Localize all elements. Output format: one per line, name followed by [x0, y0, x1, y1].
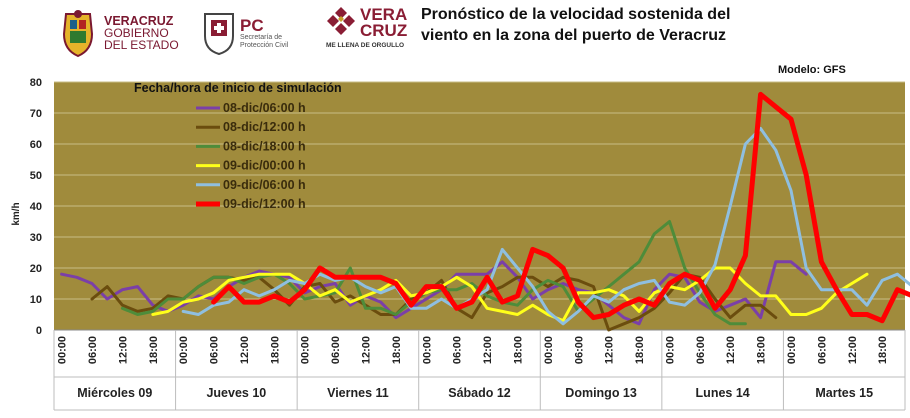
x-tick-label: 12:00	[117, 336, 129, 364]
x-tick-label: 12:00	[239, 336, 251, 364]
x-tick-label: 00:00	[786, 336, 798, 364]
day-label: Domingo 13	[565, 386, 637, 400]
logo-vc-tagline: ME LLENA DE ORGULLO	[326, 42, 405, 49]
logo-veracruz-line2: GOBIERNO	[104, 26, 169, 41]
logo-veracruz-orgullo: VERA CRUZ ME LLENA DE ORGULLO	[326, 6, 407, 60]
x-tick-label: 18:00	[269, 336, 281, 364]
x-tick-label: 18:00	[634, 336, 646, 364]
x-tick-label: 00:00	[178, 336, 190, 364]
x-tick-label: 06:00	[330, 336, 342, 364]
x-tick-label: 00:00	[421, 336, 433, 364]
x-tick-label: 12:00	[725, 336, 737, 364]
coat-of-arms-icon	[62, 10, 94, 58]
x-tick-label: 18:00	[391, 336, 403, 364]
y-tick-label: 50	[30, 170, 42, 182]
logo-pc-subtitle2: Protección Civil	[240, 41, 289, 49]
day-label: Sábado 12	[448, 386, 511, 400]
chart-title-line1: Pronóstico de la velocidad sostenida del	[421, 6, 731, 23]
model-label: Modelo: GFS	[778, 64, 846, 76]
x-tick-label: 06:00	[452, 336, 464, 364]
y-tick-label: 20	[30, 263, 42, 275]
logo-vc-line1: VERA	[360, 5, 408, 24]
day-label: Martes 15	[815, 386, 873, 400]
logo-pc-title: PC	[240, 15, 264, 35]
x-tick-label: 06:00	[816, 336, 828, 364]
series-line-6	[211, 91, 910, 324]
legend-label: 09-dic/12:00 h	[223, 197, 306, 211]
x-tick-label: 18:00	[148, 336, 160, 364]
pattern-icon	[327, 7, 355, 35]
y-axis: 0 10 20 30 40 50 60 70 80	[30, 77, 42, 337]
logo-veracruz-gobierno: VERACRUZ GOBIERNO DEL ESTADO	[58, 6, 179, 60]
legend-label: 08-dic/18:00 h	[223, 139, 306, 153]
logo-veracruz-line1: VERACRUZ	[104, 13, 174, 28]
y-tick-label: 30	[30, 232, 42, 244]
chart-title-line2: viento en la zona del puerto de Veracruz	[421, 27, 726, 44]
x-tick-label: 12:00	[604, 336, 616, 364]
x-tick-label: 00:00	[664, 336, 676, 364]
series-lines	[60, 91, 910, 332]
chart-title: Pronóstico de la velocidad sostenida del…	[421, 4, 730, 46]
legend-label: 08-dic/06:00 h	[223, 101, 306, 115]
x-tick-label: 12:00	[847, 336, 859, 364]
x-tick-label: 12:00	[361, 336, 373, 364]
legend-title: Fecha/hora de inicio de simulación	[134, 81, 342, 95]
logo-vc-line2: CRUZ	[360, 21, 408, 40]
x-tick-label: 06:00	[573, 336, 585, 364]
shield-icon	[204, 13, 234, 56]
y-tick-label: 40	[30, 201, 42, 213]
day-label: Viernes 11	[327, 386, 389, 400]
day-label: Lunes 14	[696, 386, 750, 400]
series-line-5	[181, 127, 910, 326]
legend-label: 09-dic/00:00 h	[223, 159, 306, 173]
series-line-4	[151, 266, 869, 323]
x-tick-label: 00:00	[300, 336, 312, 364]
x-axis: 00:00 06:00 12:00 18:00 00:00 06:00 12:00 18:00…	[53, 329, 906, 411]
x-tick-label: 06:00	[695, 336, 707, 364]
x-tick-label: 12:00	[482, 336, 494, 364]
x-tick-label: 18:00	[756, 336, 768, 364]
x-tick-label: 18:00	[877, 336, 889, 364]
x-tick-label: 00:00	[57, 336, 69, 364]
legend-label: 08-dic/12:00 h	[223, 120, 306, 134]
logo-proteccion-civil: PC Secretaría de Protección Civil	[202, 6, 288, 60]
logo-pc-subtitle1: Secretaría de	[240, 33, 283, 41]
x-tick-label: 00:00	[543, 336, 555, 364]
day-label: Jueves 10	[206, 386, 266, 400]
y-tick-label: 10	[30, 294, 42, 306]
y-tick-label: 60	[30, 139, 42, 151]
legend: Fecha/hora de inicio de simulación 08-di…	[134, 81, 342, 211]
y-tick-label: 0	[36, 325, 42, 337]
x-tick-label: 18:00	[512, 336, 524, 364]
y-axis-label: km/h	[11, 202, 22, 225]
x-tick-label: 06:00	[209, 336, 221, 364]
legend-label: 09-dic/06:00 h	[223, 178, 306, 192]
y-tick-label: 80	[30, 77, 42, 89]
logo-veracruz-line3: DEL ESTADO	[104, 38, 179, 53]
day-label: Miércoles 09	[77, 386, 152, 400]
x-tick-label: 06:00	[87, 336, 99, 364]
y-tick-label: 70	[30, 108, 42, 120]
